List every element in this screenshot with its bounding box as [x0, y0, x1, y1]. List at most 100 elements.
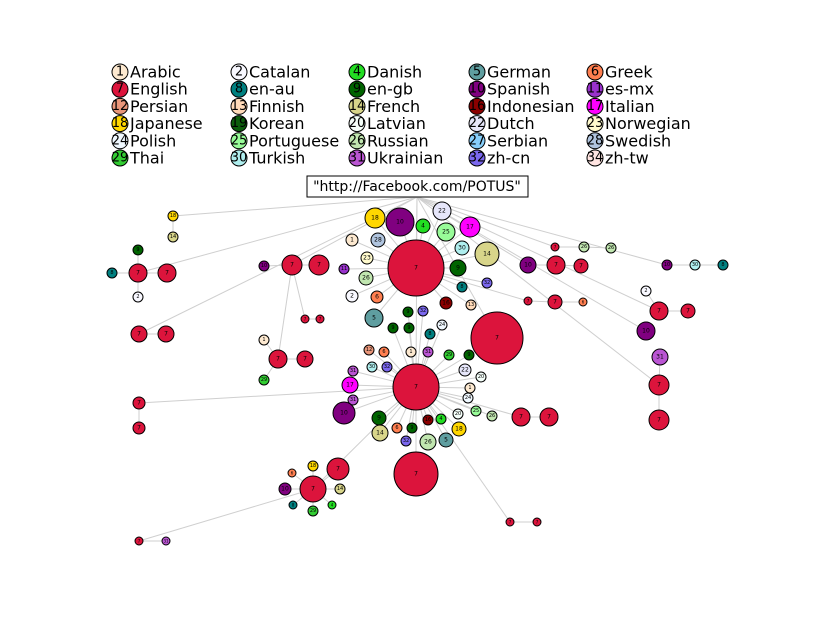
node [347, 394, 359, 406]
node-label: 2 [136, 294, 139, 300]
legend-name: Thai [129, 149, 164, 168]
legend-name: English [130, 80, 188, 99]
legend-swatch [230, 115, 248, 133]
legend-id: 6 [591, 65, 599, 80]
node [387, 239, 445, 297]
node [459, 216, 481, 238]
legend-swatch [230, 63, 248, 81]
node [391, 422, 403, 434]
node-label: 9 [377, 415, 381, 422]
node [308, 254, 330, 276]
legend-swatch [468, 115, 486, 133]
legend-name: es-mx [605, 80, 654, 99]
node [327, 500, 337, 510]
legend-id: 30 [231, 151, 248, 166]
legend-id: 11 [587, 82, 604, 97]
node-label: 7 [657, 308, 661, 315]
node [371, 424, 389, 442]
node-label: 7 [414, 384, 418, 391]
node-label: 30 [369, 364, 375, 370]
node-label: 7 [165, 270, 169, 277]
legend-id: 12 [112, 99, 129, 114]
node-label: 9 [407, 325, 410, 331]
legend-name: German [487, 63, 551, 82]
legend-swatch [348, 63, 366, 81]
node-label: 8 [721, 262, 724, 268]
node [385, 207, 415, 237]
legend-swatch [586, 63, 604, 81]
node-label: 10 [642, 328, 650, 335]
edge [172, 196, 418, 217]
node [400, 435, 412, 447]
node [648, 374, 670, 396]
node-label: 7 [336, 466, 340, 473]
node-label: 7 [657, 417, 661, 424]
legend-name: Serbian [487, 131, 548, 150]
node-label: 7 [579, 263, 583, 270]
legend-id: 1 [116, 65, 124, 80]
node-label: 16 [442, 300, 450, 307]
node [505, 517, 515, 527]
node-label: 26 [424, 439, 432, 446]
legend-name: Turkish [248, 149, 305, 168]
node [278, 482, 292, 496]
legend-name: Persian [130, 97, 188, 116]
legend-swatch [230, 149, 248, 167]
node [474, 241, 500, 267]
node-label: 7 [414, 265, 418, 272]
edge [416, 196, 660, 386]
legend-id: 9 [353, 82, 361, 97]
node [640, 285, 652, 297]
node-label: 17 [346, 382, 354, 389]
node-label: 7 [495, 335, 499, 342]
node-label: 22 [461, 367, 469, 374]
node-label: 10 [664, 262, 670, 268]
node-label: 7 [554, 245, 557, 250]
node [268, 349, 288, 369]
node [417, 305, 429, 317]
node [415, 218, 431, 234]
legend-swatch [111, 149, 129, 167]
legend-swatch [348, 97, 366, 115]
node-label: 31 [656, 354, 664, 361]
legend-name: French [367, 97, 420, 116]
node [605, 242, 617, 254]
node [326, 457, 350, 481]
legend-swatch [468, 97, 486, 115]
node [454, 240, 470, 256]
node-label: 32 [403, 438, 409, 444]
node [132, 244, 144, 256]
node [387, 322, 399, 334]
node [378, 346, 390, 358]
node [661, 259, 673, 271]
legend-swatch [586, 132, 604, 150]
edge [277, 264, 293, 360]
node-label: 16 [425, 417, 431, 423]
node [523, 296, 533, 306]
node [157, 263, 177, 283]
edge [416, 196, 660, 312]
node [470, 405, 482, 417]
node [393, 451, 439, 497]
legend-swatch [230, 132, 248, 150]
node-label: 7 [547, 414, 551, 421]
node [392, 363, 440, 411]
legend-swatch [468, 149, 486, 167]
node-label: 9 [136, 247, 139, 253]
node [132, 291, 144, 303]
legend-name: Dutch [487, 114, 535, 133]
node-label: 31 [425, 349, 431, 355]
node-label: 10 [524, 262, 532, 269]
node-label: 7 [303, 356, 307, 363]
legend-id: 24 [112, 133, 129, 148]
node [288, 500, 298, 510]
node-label: 25 [442, 229, 450, 236]
node-label: 9 [406, 309, 409, 315]
node-label: 14 [170, 234, 176, 240]
node [307, 460, 319, 472]
node [651, 348, 669, 366]
node [435, 413, 447, 425]
node-label: 18 [455, 426, 463, 433]
node-label: 8 [110, 270, 113, 276]
node [345, 289, 359, 303]
